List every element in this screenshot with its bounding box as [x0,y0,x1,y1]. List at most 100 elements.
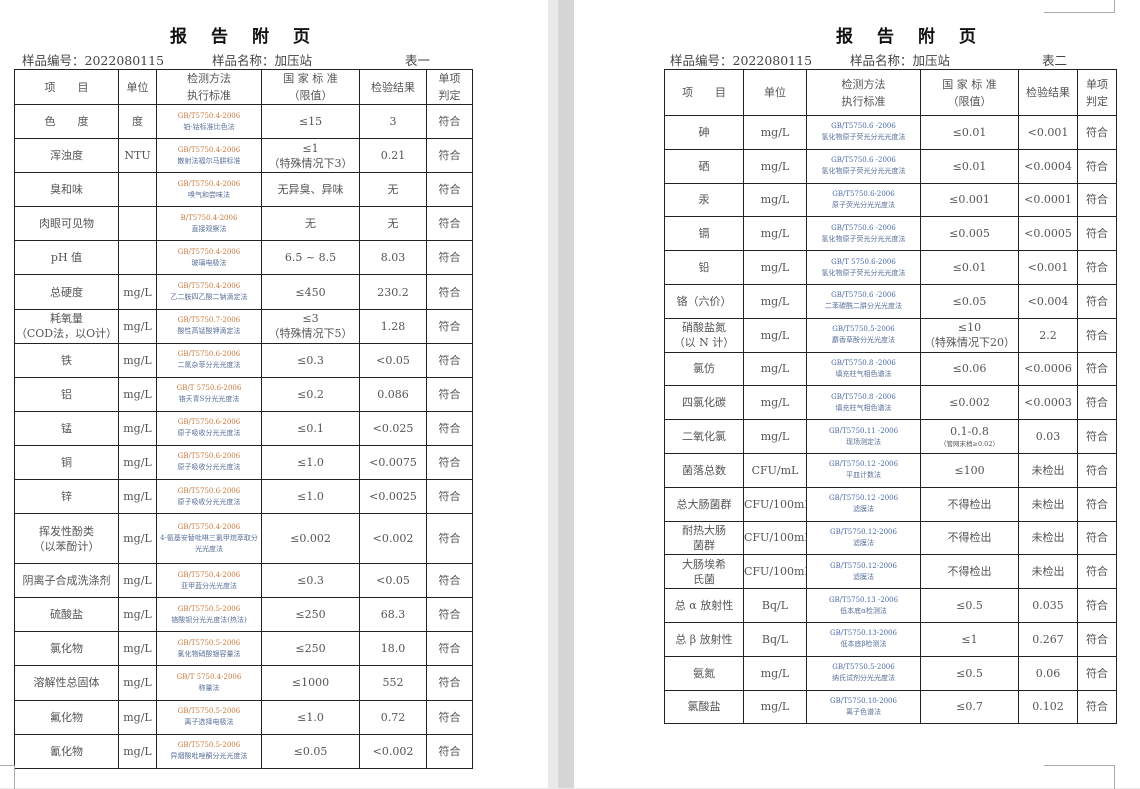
method-name: 填充柱气相色谱法 [835,403,892,412]
method-cell: GB/T5750.6 -2006 氢化物原子荧光分光光度法 [806,216,921,252]
method-cell: GB/T5750.12 -2006 平皿计数法 [806,452,921,488]
result-cell: <0.002 [359,513,427,565]
method-cell: GB/T5750.13 -2006 低本底α检测法 [806,588,921,623]
limit-value: ≤250 [295,642,326,656]
limit-cell: ≤1 [920,621,1019,657]
limit-value: ≤10 （特殊情况下20） [924,321,1015,350]
result-cell: <0.025 [359,410,427,446]
sample-name-label: 样品名称： [212,53,275,68]
item-cell: 挥发性酚类 （以苯酚计） [14,513,119,565]
item-cell: 铜 [14,444,119,481]
page-title: 报告附页 [170,27,334,47]
result-cell: 3 [359,103,427,140]
unit-cell: CFU/100mL [743,486,807,522]
method-name: 酸性高锰酸钾滴定法 [177,327,241,336]
result-cell: 8.03 [359,240,427,276]
item-cell: 耐热大肠 菌群 [664,520,744,556]
verdict-cell: 符合 [1077,621,1117,657]
verdict-cell: 符合 [1077,520,1117,556]
table-row: 臭和味 GB/T5750.4-2006 嗅气和尝味法 无异臭、异味 无符合 [14,172,473,208]
unit-cell: mg/L [743,419,807,454]
method-cell: GB/T5750.5-2006 纳氏试剂分光光度法 [806,655,921,691]
method-standard: GB/T5750.4-2006 [177,247,241,256]
table-row: 铝 mg/L GB/T 5750.6-2006 铬天青S分光光度法 ≤0.2 0.086 符… [14,376,473,412]
unit-cell: mg/L [118,444,157,481]
method-name: 氢化物原子荧光分光光度法 [821,268,906,277]
method-standard: GB/T5750.4-2006 [177,523,241,532]
limit-value: ≤0.002 [290,532,331,546]
method-standard: GB/T5750.12-2006 [830,561,897,570]
header-row: 项 目单位 检测方法 执行标准国 家 标 准 （限值） 检验结果 单项 判定 [664,69,1117,116]
limit-value: 不得检出 [947,565,992,579]
result-cell: <0.001 [1018,115,1078,150]
method-standard: GB/T5750.11 -2006 [828,426,899,435]
limit-value: ≤0.05 [293,744,328,758]
item-cell: 耗氧量 （COD法，以O计） [14,308,119,344]
limit-cell: ≤100 [920,452,1019,488]
method-standard: GB/T5750.5-2006 [177,741,241,750]
limit-value: 0.1-0.8 [950,425,989,439]
unit-cell: mg/L [743,250,807,285]
limit-cell: ≤0.5 [920,655,1019,691]
method-cell: GB/T5750.6-2006 原子吸收分光光度法 [156,479,262,515]
unit-cell: NTU [118,138,157,174]
method-standard: GB/T5750.12 -2006 [828,494,899,503]
method-standard: GB/T5750.13-2006 [830,629,897,638]
unit-cell: mg/L [743,385,807,421]
verdict-cell: 符合 [1077,283,1117,319]
limit-value: ≤0.3 [297,353,324,367]
method-standard: GB/T5750.5-2006 [177,707,241,716]
table-row: 锌 mg/L GB/T5750.6-2006 原子吸收分光光度法 ≤1.0 <0.0025… [14,479,473,515]
limit-cell: 6.5 ~ 8.5 [261,240,360,276]
sample-number-label: 样品编号： [22,53,85,68]
method-cell: GB/T5750.7-2006 酸性高锰酸钾滴定法 [156,308,262,344]
unit-cell [118,172,157,208]
method-name: 氢化物原子荧光分光光度法 [821,167,906,176]
sample-number: 样品编号：2022080115 [22,50,164,69]
method-standard: GB/T5750.5-2006 [177,638,241,647]
method-name: 低本底α检测法 [840,606,887,615]
item-cell: 氟化物 [14,699,119,735]
method-cell: GB/T5750.12-2006 滤膜法 [806,520,921,556]
verdict-cell: 符合 [426,444,473,481]
header-verdict: 单项 判定 [426,69,473,105]
verdict-cell: 符合 [426,206,473,242]
table-row: 总 β 放射性 Bq/L GB/T5750.13-2006 低本底β检测法 ≤1 0.26… [664,621,1117,657]
limit-value: ≤0.01 [952,125,987,139]
method-standard: GB/T5750.4-2006 [177,179,241,188]
limit-value: ≤100 [954,463,985,477]
result-cell: <0.002 [359,733,427,769]
unit-cell: mg/L [118,479,157,515]
result-cell: <0.0075 [359,444,427,481]
item-cell: 氨氮 [664,655,744,691]
method-standard: GB/T5750.8 -2006 [831,358,896,367]
results-table-2: 项 目单位 检测方法 执行标准国 家 标 准 （限值） 检验结果 单项 判定砷 mg/L… [664,69,1117,725]
limit-value: ≤0.002 [949,396,990,410]
table-row: 总硬度 mg/L GB/T5750.4-2006 乙二胺四乙酸二钠滴定法 ≤450 230… [14,274,473,310]
limit-cell: ≤450 [261,274,360,310]
method-cell: GB/T5750.6 -2006 氢化物原子荧光分光光度法 [806,115,921,150]
verdict-cell: 符合 [1077,385,1117,421]
method-standard: GB/T5750.6 -2006 [831,122,896,131]
item-cell: 总 α 放射性 [664,588,744,623]
method-standard: B/T5750.4-2006 [180,213,238,222]
header-method: 检测方法 执行标准 [806,69,921,116]
limit-cell: ≤15 [261,103,360,140]
result-cell: <0.0003 [1018,385,1078,421]
unit-cell: mg/L [743,655,807,691]
limit-cell: ≤0.2 [261,376,360,412]
item-cell: 汞 [664,182,744,218]
table-label: 表二 [1042,53,1068,68]
method-cell: GB/T5750.10-2006 离子色谱法 [806,689,921,725]
result-cell: 未检出 [1018,486,1078,522]
method-name: 铂-钴标准比色法 [183,122,235,131]
limit-cell: ≤1.0 [261,699,360,735]
method-name: 现场测定法 [846,437,881,446]
method-cell: GB/T5750.8 -2006 填充柱气相色谱法 [806,351,921,387]
limit-cell: ≤0.01 [920,148,1019,184]
item-cell: 四氯化碳 [664,385,744,421]
verdict-cell: 符合 [426,240,473,276]
table-row: 氰化物 mg/L GB/T5750.5-2006 异烟酸吡唑酮分光光度法 ≤0.05 <0… [14,733,473,769]
item-cell: 氯仿 [664,351,744,387]
method-name: 二氮杂菲分光光度法 [177,361,241,370]
